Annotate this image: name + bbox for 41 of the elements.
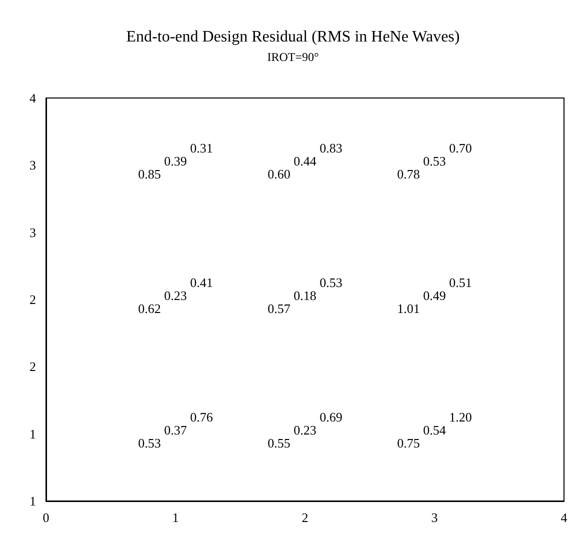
annotation: 0.49	[423, 288, 446, 303]
chart-subtitle: IROT=90°	[267, 50, 319, 64]
annotation: 1.01	[397, 301, 420, 316]
annotation: 0.54	[423, 422, 446, 438]
annotation: 0.85	[138, 166, 161, 182]
annotation: 0.41	[190, 275, 213, 290]
annotation: 0.75	[397, 435, 420, 450]
x-tick-label: 2	[302, 510, 308, 525]
annotation: 0.23	[164, 288, 187, 303]
y-tick-label: 3	[30, 224, 36, 240]
y-tick-label: 3	[30, 158, 36, 173]
y-tick-label: 2	[30, 292, 36, 307]
annotation: 0.62	[138, 301, 161, 316]
annotation: 0.18	[294, 288, 316, 303]
y-tick-label: 1	[30, 426, 36, 442]
x-tick-label: 4	[560, 510, 568, 525]
annotation: 0.39	[164, 154, 187, 169]
annotation: 0.78	[397, 166, 420, 182]
annotation: 0.69	[320, 409, 342, 424]
annotation: 0.57	[268, 301, 291, 316]
annotation: 0.31	[190, 140, 213, 156]
annotation: 0.76	[190, 409, 214, 424]
y-tick-label: 2	[30, 359, 36, 374]
annotation: 0.23	[294, 422, 316, 438]
annotation: 0.53	[138, 435, 161, 450]
annotation: 0.53	[320, 275, 342, 290]
annotation: 0.55	[268, 435, 290, 450]
y-tick-label: 1	[30, 494, 36, 508]
x-tick-label: 3	[431, 510, 438, 525]
annotation: 0.53	[423, 154, 446, 169]
annotation: 0.60	[268, 166, 290, 182]
annotation: 1.20	[449, 409, 472, 424]
annotation: 0.37	[164, 422, 188, 438]
annotation: 0.44	[294, 154, 317, 169]
annotation: 0.83	[320, 140, 342, 156]
y-tick-label: 4	[30, 90, 36, 106]
annotation: 0.51	[449, 275, 472, 290]
x-tick-label: 1	[172, 510, 179, 525]
x-tick-label: 0	[42, 510, 50, 525]
chart-title: End-to-end Design Residual (RMS in HeNe Waves)	[126, 28, 460, 46]
annotation: 0.70	[449, 140, 472, 156]
